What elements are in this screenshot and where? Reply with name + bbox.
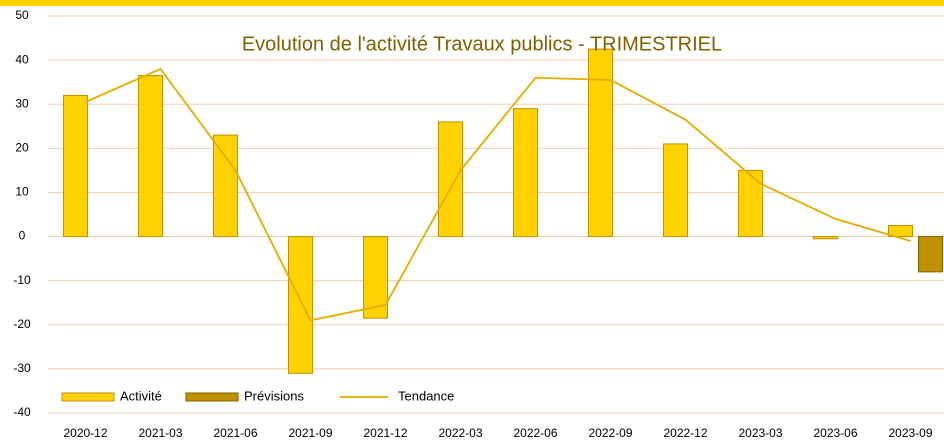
trend-line bbox=[85, 67, 911, 322]
legend-label: Activité bbox=[120, 388, 162, 403]
x-tick-label: 2022-09 bbox=[588, 426, 632, 440]
y-tick-label: -20 bbox=[13, 317, 31, 331]
x-tick-label: 2021-09 bbox=[288, 426, 332, 440]
y-tick-label: -40 bbox=[13, 405, 31, 419]
legend-label: Tendance bbox=[398, 388, 454, 403]
legend-swatch bbox=[61, 392, 115, 402]
x-tick-label: 2021-06 bbox=[213, 426, 257, 440]
legend-swatch bbox=[185, 392, 239, 402]
bar bbox=[813, 236, 838, 240]
x-tick-label: 2023-09 bbox=[888, 426, 932, 440]
bar bbox=[438, 121, 463, 238]
bar bbox=[138, 75, 163, 238]
bar bbox=[213, 134, 238, 238]
bar bbox=[663, 143, 688, 238]
y-tick-label: 50 bbox=[15, 8, 29, 22]
y-tick-label: 10 bbox=[15, 185, 29, 199]
bar bbox=[588, 48, 613, 238]
x-tick-label: 2022-12 bbox=[663, 426, 707, 440]
y-tick-label: 30 bbox=[15, 96, 29, 110]
bar bbox=[888, 225, 913, 238]
bar bbox=[513, 108, 538, 238]
bar bbox=[288, 236, 313, 374]
x-tick-label: 2021-12 bbox=[363, 426, 407, 440]
x-tick-label: 2021-03 bbox=[138, 426, 182, 440]
bar bbox=[918, 236, 943, 273]
x-tick-label: 2023-03 bbox=[738, 426, 782, 440]
bar bbox=[63, 94, 88, 238]
bar bbox=[738, 169, 763, 238]
y-tick-label: -10 bbox=[13, 273, 31, 287]
x-tick-label: 2022-06 bbox=[513, 426, 557, 440]
x-tick-label: 2022-03 bbox=[438, 426, 482, 440]
chart-title: Evolution de l'activité Travaux publics … bbox=[242, 33, 722, 55]
y-tick-label: 40 bbox=[15, 52, 29, 66]
x-tick-label: 2020-12 bbox=[63, 426, 107, 440]
y-tick-label: -30 bbox=[13, 361, 31, 375]
legend-label: Prévisions bbox=[244, 388, 304, 403]
x-tick-label: 2023-06 bbox=[813, 426, 857, 440]
top-band bbox=[0, 0, 944, 6]
y-tick-label: 0 bbox=[19, 229, 26, 243]
y-tick-label: 20 bbox=[15, 141, 29, 155]
